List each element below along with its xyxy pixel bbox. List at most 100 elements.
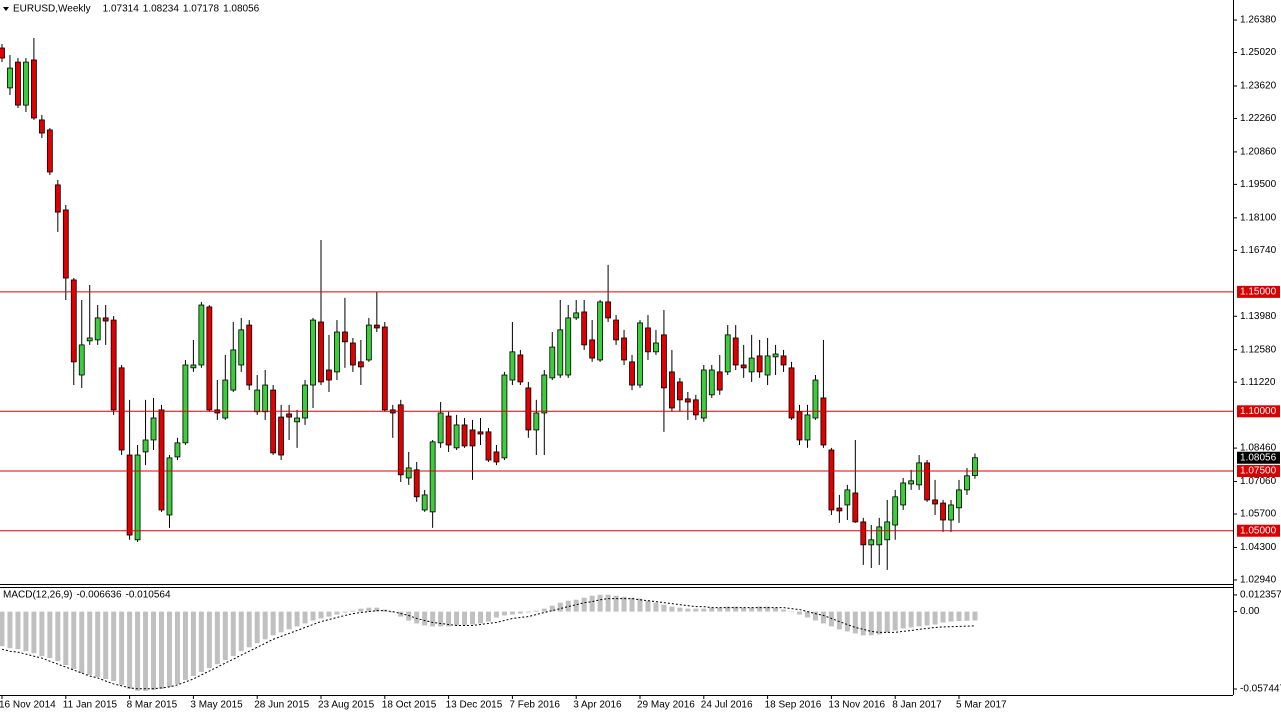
y-tick-label: 1.22260: [1240, 113, 1277, 124]
x-tick-label: 23 Aug 2015: [318, 700, 375, 711]
macd-bar: [334, 611, 340, 615]
macd-bar: [270, 611, 276, 636]
candle-body: [238, 329, 245, 366]
macd-bar: [63, 611, 69, 666]
candle-body: [589, 339, 596, 359]
macd-bar: [31, 611, 37, 654]
macd-bar: [95, 611, 101, 677]
macd-bar: [246, 611, 252, 648]
candle-body: [669, 371, 675, 409]
candle-body: [597, 301, 604, 361]
menu-arrow[interactable]: [3, 7, 9, 11]
x-tick-label: 29 May 2016: [637, 700, 695, 711]
macd-bar: [557, 602, 563, 612]
candle-body: [501, 374, 508, 459]
level-label: 1.15000: [1240, 287, 1277, 298]
candle-body: [565, 317, 572, 376]
macd-bar: [549, 605, 555, 612]
macd-bar: [565, 600, 571, 612]
candle-body: [900, 482, 907, 506]
macd-bar: [661, 604, 667, 612]
candle-body: [517, 354, 524, 383]
macd-bar: [820, 611, 826, 624]
candle-body: [286, 413, 293, 418]
candle-body: [541, 374, 548, 414]
macd-bar: [135, 611, 141, 691]
candle-body: [397, 404, 404, 476]
macd-bar: [693, 608, 699, 612]
price-label-box: [1237, 451, 1280, 464]
candle-body: [86, 337, 93, 342]
candle-body: [62, 209, 69, 279]
candle-body: [445, 415, 452, 446]
candle-body: [246, 324, 253, 386]
candle-body: [262, 384, 269, 413]
candle-body: [948, 504, 954, 521]
candle-body: [421, 494, 428, 511]
candle-body: [46, 129, 53, 173]
x-tick-label: 28 Jun 2015: [254, 700, 309, 711]
macd-bar: [406, 611, 412, 621]
macd-bar: [103, 611, 109, 679]
candle-body: [972, 457, 978, 476]
candle-body: [924, 462, 930, 501]
candle-body: [110, 319, 117, 411]
indicator-value: -0.006636: [76, 590, 121, 601]
level-label: 1.10000: [1240, 406, 1277, 417]
macd-bar: [621, 596, 627, 612]
candle-body: [102, 317, 109, 322]
candle-body: [916, 462, 923, 486]
candle-body: [764, 355, 771, 376]
macd-bar: [478, 611, 483, 624]
macd-bar: [485, 611, 491, 622]
candle-body: [692, 399, 699, 416]
candle-body: [756, 355, 763, 373]
y-tick-label: -0.057447: [1240, 684, 1281, 695]
macd-bar: [366, 607, 372, 612]
candle-body: [493, 451, 500, 463]
macd-bar: [884, 611, 890, 633]
macd-bar: [198, 611, 204, 672]
y-tick-label: 1.26380: [1240, 15, 1277, 26]
macd-bar: [71, 611, 77, 669]
macd-bar: [956, 611, 962, 622]
macd-bar: [15, 611, 21, 650]
y-tick-label: 1.04300: [1240, 542, 1277, 553]
level-label-box: [1237, 285, 1280, 298]
macd-bar: [127, 611, 133, 689]
x-tick-label: 11 Jan 2015: [63, 700, 118, 711]
candle-body: [844, 489, 851, 506]
x-tick-label: 5 Mar 2017: [956, 700, 1007, 711]
macd-bar: [151, 611, 157, 690]
macd-bar: [940, 611, 946, 623]
macd-bar: [119, 611, 125, 685]
macd-bar: [7, 611, 13, 649]
macd-bar: [174, 611, 180, 684]
macd-bar: [812, 611, 818, 621]
candle-body: [453, 424, 460, 449]
macd-bar: [900, 611, 906, 629]
macd-bar: [414, 611, 420, 624]
macd-bar: [214, 611, 220, 665]
candle-body: [477, 431, 484, 435]
macd-bar: [47, 611, 53, 659]
candle-body: [318, 321, 324, 383]
candle-body: [557, 329, 564, 376]
candle-body: [334, 331, 340, 373]
candle-body: [629, 361, 635, 386]
macd-bar: [350, 610, 356, 612]
candle-body: [724, 334, 731, 373]
level-label-box: [1237, 405, 1280, 418]
candle-body: [38, 119, 45, 134]
candle-body: [509, 351, 516, 381]
candle-body: [661, 334, 667, 389]
candle-body: [342, 331, 348, 343]
macd-bar: [916, 611, 922, 627]
candle-body: [932, 499, 938, 505]
macd-bar: [230, 611, 236, 657]
candle-body: [54, 184, 61, 213]
macd-bar: [725, 606, 731, 612]
macd-bar: [773, 607, 779, 612]
macd-bar: [653, 602, 659, 612]
y-tick-label: 1.11220: [1240, 377, 1276, 388]
